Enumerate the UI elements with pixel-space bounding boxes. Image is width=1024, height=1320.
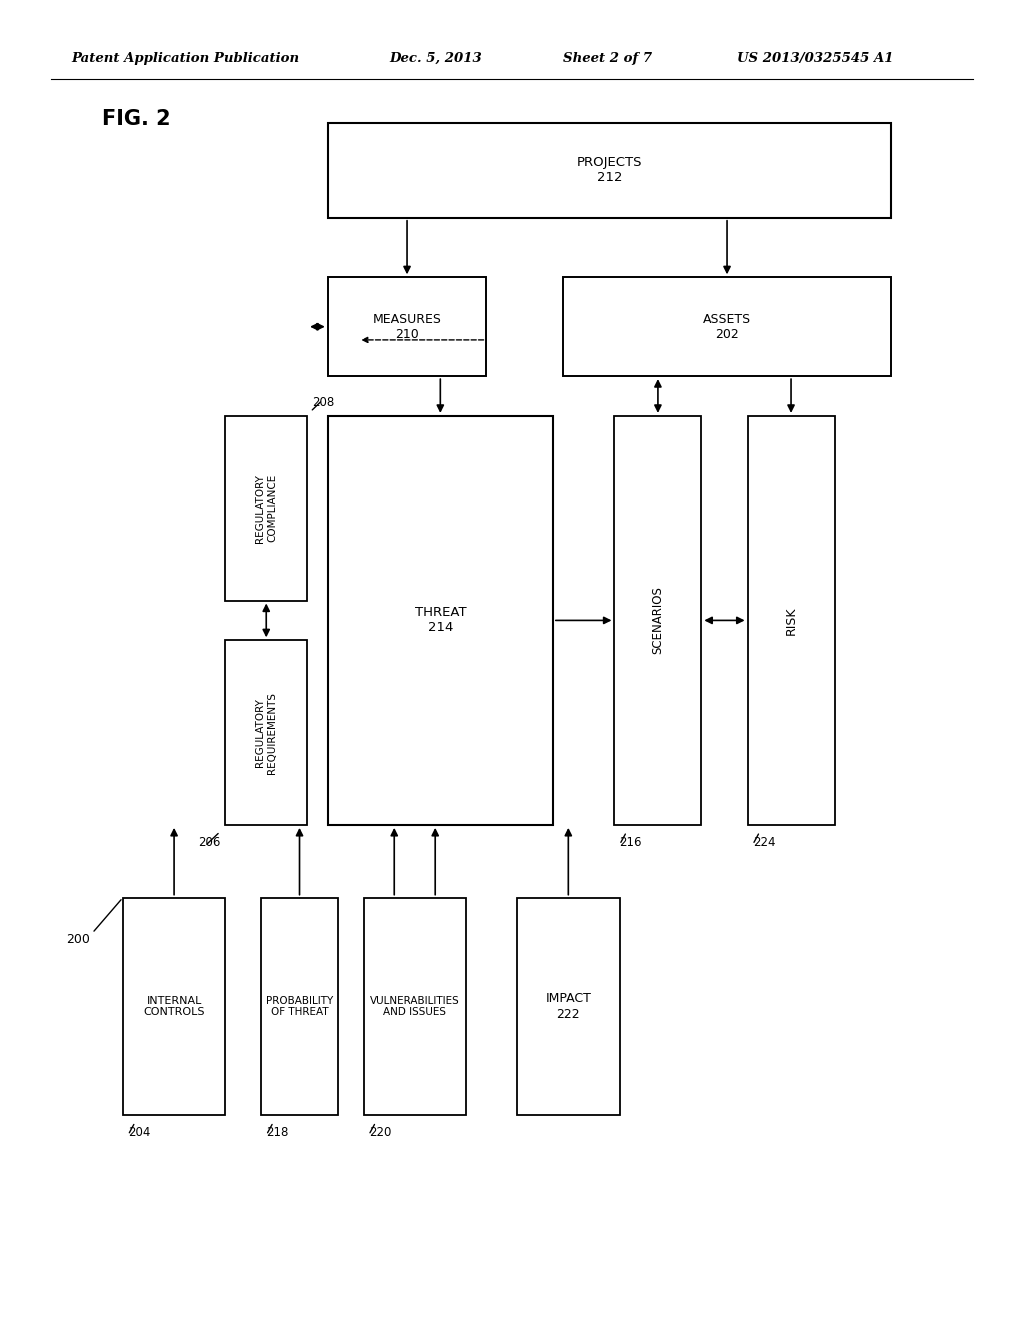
Text: 206: 206	[198, 836, 220, 849]
Bar	[748, 416, 835, 825]
Text: 200: 200	[67, 933, 90, 946]
Text: 208: 208	[312, 396, 335, 409]
Text: ASSETS
202: ASSETS 202	[703, 313, 751, 341]
Text: RISK: RISK	[784, 606, 798, 635]
Bar	[364, 898, 466, 1115]
Text: 220: 220	[369, 1126, 391, 1139]
Bar	[225, 640, 307, 825]
Bar	[328, 416, 553, 825]
Bar	[225, 416, 307, 601]
Bar	[261, 898, 338, 1115]
Bar	[328, 123, 891, 218]
Bar	[517, 898, 620, 1115]
Text: VULNERABILITIES
AND ISSUES: VULNERABILITIES AND ISSUES	[370, 995, 460, 1018]
Text: US 2013/0325545 A1: US 2013/0325545 A1	[737, 51, 894, 65]
Text: REGULATORY
COMPLIANCE: REGULATORY COMPLIANCE	[255, 474, 278, 543]
Bar	[123, 898, 225, 1115]
Text: SCENARIOS: SCENARIOS	[651, 586, 665, 655]
Text: 204: 204	[128, 1126, 151, 1139]
Text: 224: 224	[753, 836, 775, 849]
Text: IMPACT
222: IMPACT 222	[546, 993, 591, 1020]
Text: 216: 216	[620, 836, 642, 849]
Text: FIG. 2: FIG. 2	[102, 108, 171, 129]
Text: PROJECTS
212: PROJECTS 212	[577, 156, 642, 185]
Text: PROBABILITY
OF THREAT: PROBABILITY OF THREAT	[266, 995, 333, 1018]
Bar	[614, 416, 701, 825]
Text: INTERNAL
CONTROLS: INTERNAL CONTROLS	[143, 995, 205, 1018]
Text: THREAT
214: THREAT 214	[415, 606, 466, 635]
Bar	[328, 277, 486, 376]
Text: REGULATORY
REQUIREMENTS: REGULATORY REQUIREMENTS	[255, 692, 278, 774]
Text: Patent Application Publication: Patent Application Publication	[72, 51, 300, 65]
Bar	[563, 277, 891, 376]
Text: 218: 218	[266, 1126, 289, 1139]
Text: MEASURES
210: MEASURES 210	[373, 313, 441, 341]
Text: Sheet 2 of 7: Sheet 2 of 7	[563, 51, 652, 65]
Text: Dec. 5, 2013: Dec. 5, 2013	[389, 51, 482, 65]
